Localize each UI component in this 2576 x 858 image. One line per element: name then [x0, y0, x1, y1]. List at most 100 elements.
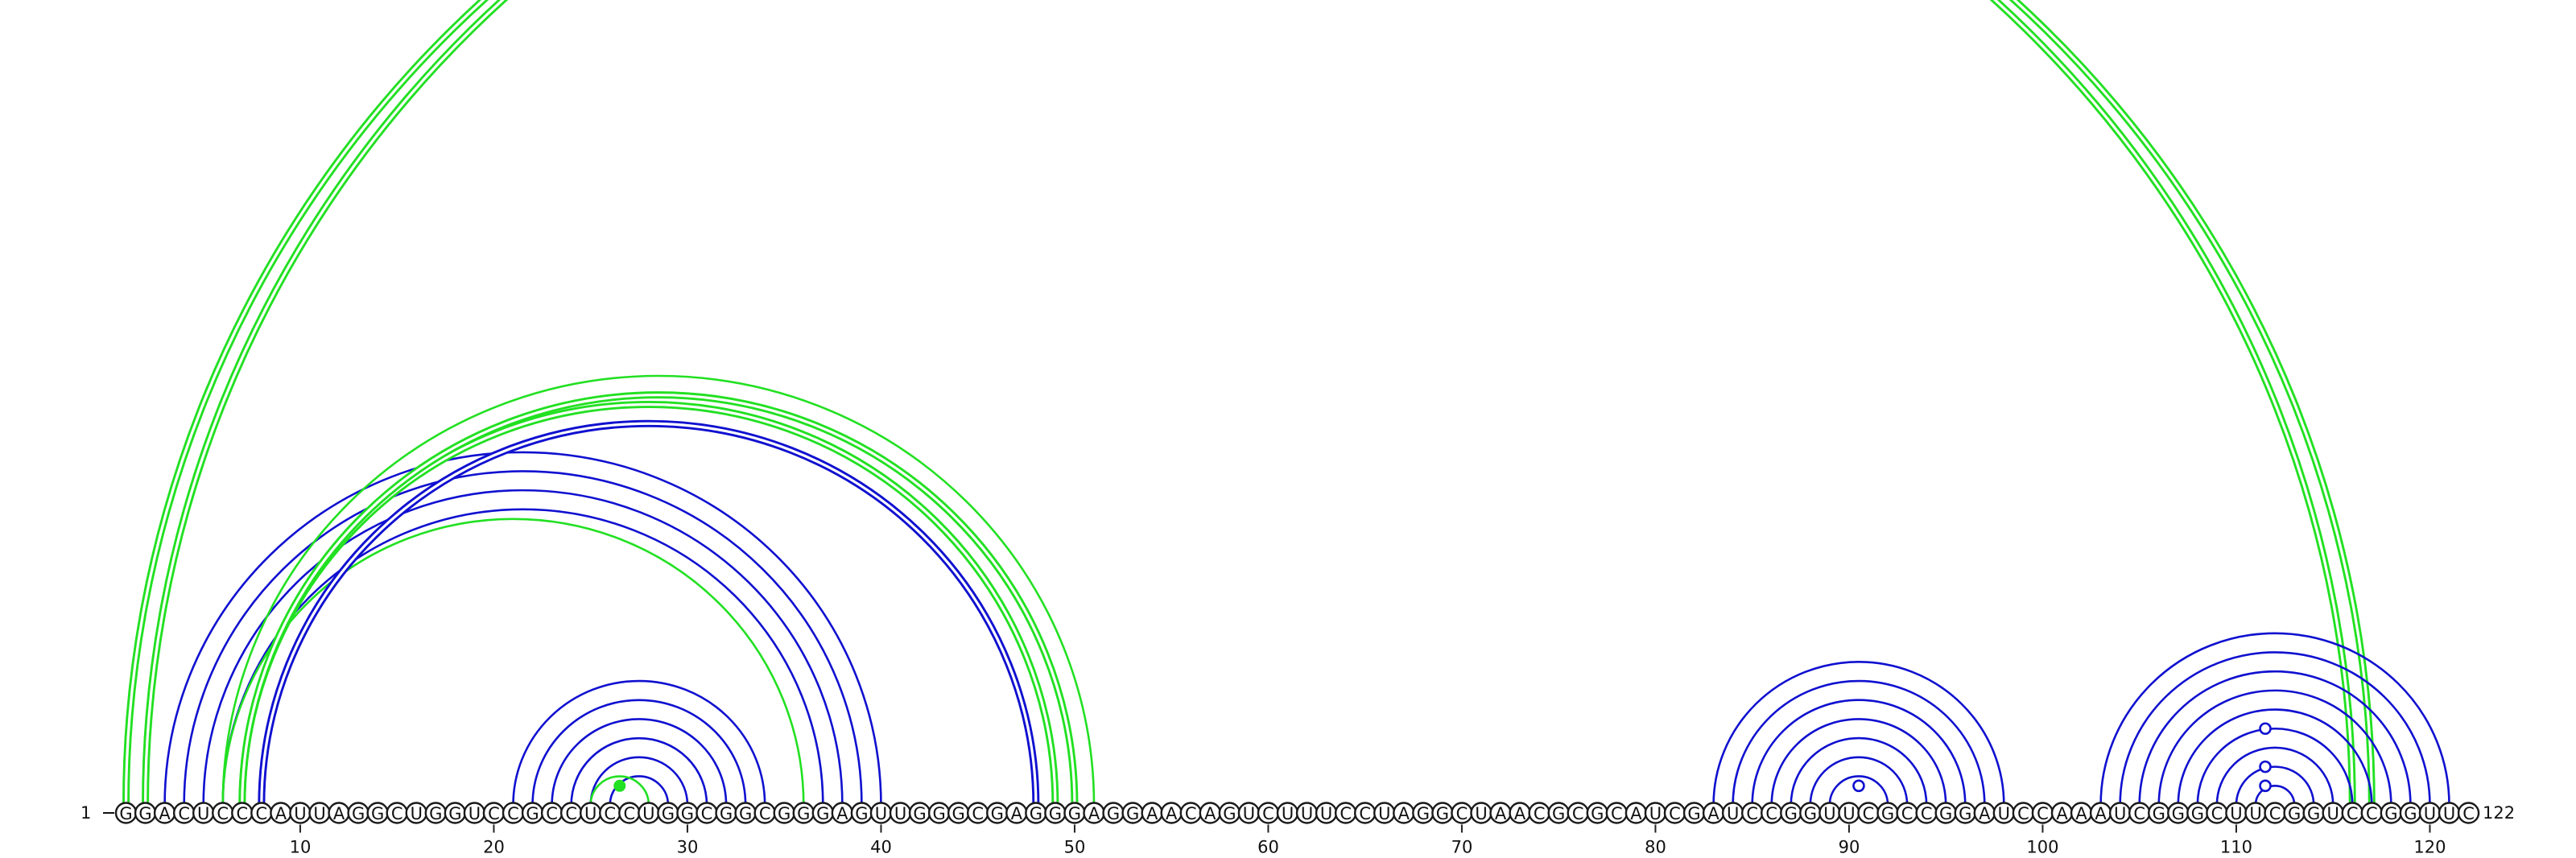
- arc-89-92: [1828, 775, 1889, 806]
- nucleotide: G: [2380, 802, 2403, 824]
- arc-86-95: [1770, 718, 1947, 806]
- arc-23-32: [551, 718, 728, 806]
- nucleotide: C: [1915, 802, 1938, 824]
- nucleotide: U: [2438, 802, 2461, 824]
- nucleotide-letter: U: [2114, 804, 2126, 823]
- nucleotide-letter: C: [1572, 804, 1584, 823]
- nucleotide: C: [231, 802, 254, 824]
- nucleotide: U: [2108, 802, 2132, 824]
- arc-107-117: [2177, 708, 2373, 806]
- arc-104-120: [2119, 651, 2431, 806]
- nucleotide: G: [2399, 802, 2422, 824]
- nucleotide-letter: G: [1049, 804, 1062, 823]
- nucleotide-letter: A: [836, 804, 848, 823]
- nucleotide-letter: G: [932, 804, 945, 823]
- nucleotide-letter: A: [1630, 804, 1642, 823]
- nucleotide-letter: G: [1223, 804, 1236, 823]
- nucleotide: U: [2418, 802, 2442, 824]
- arc-6-36: [221, 518, 805, 806]
- pair-marker-4: [2259, 760, 2272, 773]
- nucleotide-letter: G: [2404, 804, 2417, 823]
- nucleotide-letter: C: [1359, 804, 1371, 823]
- nucleotide-letter: C: [701, 804, 713, 823]
- arc-25-28: [589, 775, 650, 806]
- nucleotide-letter: C: [2037, 804, 2049, 823]
- nucleotide-letter: A: [1514, 804, 1526, 823]
- nucleotide-letter: C: [1901, 804, 1913, 823]
- nucleotide: G: [811, 802, 834, 824]
- nucleotide: G: [1025, 802, 1047, 824]
- nucleotide: U: [1276, 802, 1299, 824]
- nucleotide: G: [2283, 802, 2306, 824]
- nucleotide-letter: A: [333, 804, 345, 823]
- nucleotide-letter: C: [488, 804, 500, 823]
- nucleotide: A: [1199, 802, 1222, 824]
- tick-label-20: 20: [483, 838, 505, 857]
- arc-7-50: [238, 391, 1079, 806]
- nucleotide-letter: U: [2424, 804, 2436, 823]
- nucleotide-letter: A: [1011, 804, 1023, 823]
- arc-6-51: [221, 374, 1096, 806]
- nucleotide-letter: G: [2288, 804, 2301, 823]
- nucleotide: C: [966, 802, 989, 824]
- nucleotide-letter: A: [1204, 804, 1216, 823]
- nucleotide: C: [1334, 802, 1357, 824]
- nucleotide-letter: A: [1088, 804, 1100, 823]
- nucleotide: G: [986, 802, 1009, 824]
- nucleotide-letter: G: [739, 804, 752, 823]
- nucleotide: C: [540, 802, 564, 824]
- nucleotide: C: [2031, 802, 2054, 824]
- arc-gap-8-48: [260, 422, 1038, 806]
- nucleotide-letter: G: [2384, 804, 2397, 823]
- nucleotide-letter: C: [2017, 804, 2029, 823]
- nucleotide-letter: U: [1823, 804, 1835, 823]
- nucleotide-letter: C: [1262, 804, 1274, 823]
- nucleotide: U: [869, 802, 893, 824]
- nucleotide-letter: C: [2366, 804, 2378, 823]
- nucleotide-letter: C: [1185, 804, 1197, 823]
- nucleotide: G: [734, 802, 757, 824]
- nucleotide-letter: G: [952, 804, 965, 823]
- nucleotide: A: [1083, 802, 1105, 824]
- arc-105-119: [2138, 670, 2412, 806]
- nucleotide: U: [1644, 802, 1667, 824]
- arc-6-37: [221, 508, 824, 806]
- nucleotide: C: [482, 802, 506, 824]
- nucleotide: U: [1373, 802, 1396, 824]
- nucleotide: C: [559, 802, 583, 824]
- arc-2-117: [146, 0, 2372, 805]
- nucleotide: G: [1799, 802, 1822, 824]
- nucleotide-letter: C: [1863, 804, 1875, 823]
- nucleotide: U: [289, 802, 312, 824]
- nucleotide: C: [618, 802, 641, 824]
- nucleotide: A: [1393, 802, 1415, 824]
- nucleotide-letter: C: [604, 804, 616, 823]
- nucleotide: A: [1489, 802, 1512, 824]
- nucleotide: A: [1160, 802, 1183, 824]
- nucleotide-letter: U: [1378, 804, 1390, 823]
- nucleotide-letter: A: [2075, 804, 2087, 823]
- nucleotide-letter: C: [1534, 804, 1546, 823]
- nucleotide: G: [444, 802, 467, 824]
- nucleotide-letter: G: [1552, 804, 1565, 823]
- nucleotide-letter: C: [1746, 804, 1758, 823]
- nucleotide: G: [347, 802, 369, 824]
- tick-label-110: 110: [2220, 838, 2252, 857]
- nucleotide-letter: U: [197, 804, 209, 823]
- nucleotide: G: [1044, 802, 1067, 824]
- nucleotide: C: [696, 802, 718, 824]
- nucleotide: G: [908, 802, 931, 824]
- nucleotide-letter: C: [1611, 804, 1623, 823]
- tick-label-120: 120: [2413, 838, 2446, 857]
- nucleotide-letter: G: [720, 804, 733, 823]
- nucleotide: G: [1780, 802, 1802, 824]
- nucleotide: G: [927, 802, 951, 824]
- nucleotide: C: [1663, 802, 1686, 824]
- nucleotide: U: [2244, 802, 2267, 824]
- arc-gap-7-49: [241, 403, 1057, 806]
- arc-gap-7-50: [241, 394, 1076, 806]
- nucleotide-letter: C: [565, 804, 577, 823]
- arc-88-93: [1809, 756, 1909, 806]
- arc-24-31: [570, 736, 708, 806]
- nucleotide-letter: A: [1707, 804, 1719, 823]
